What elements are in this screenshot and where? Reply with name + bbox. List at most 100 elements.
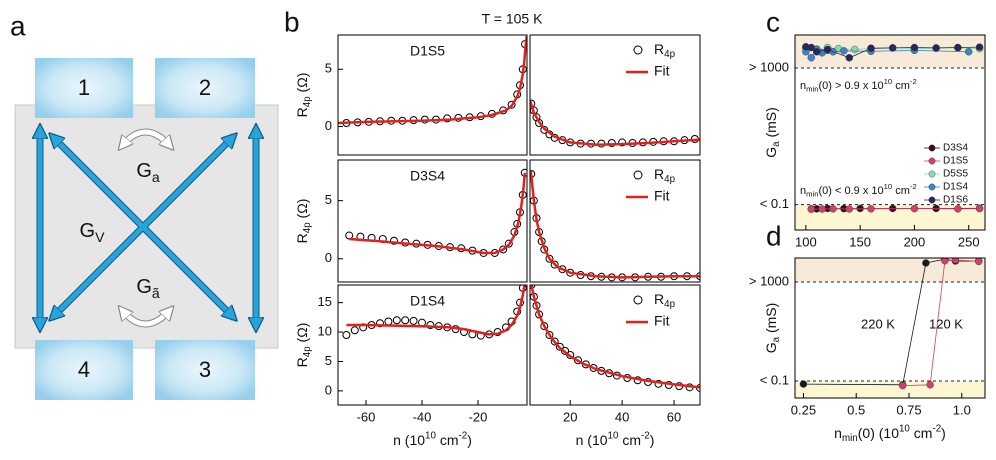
node-label: 4: [78, 357, 90, 382]
legend-marker: [633, 170, 643, 180]
text-part: 4p: [664, 299, 675, 310]
text-part: n (10: [393, 432, 425, 448]
legend-label: D1S6: [943, 195, 968, 206]
data-point: [807, 205, 815, 213]
annotation: nmin(0) < 0.9 x 1010 cm-2: [800, 182, 917, 198]
legend-label: D1S5: [943, 156, 968, 167]
text-part: cm: [618, 432, 641, 448]
y-tick-label: 0: [325, 118, 332, 133]
data-point: [499, 245, 508, 254]
series-line: [346, 285, 526, 336]
text-part: G: [136, 276, 152, 298]
annotation: nmin(0) > 0.9 x 1010 cm-2: [800, 77, 917, 93]
y-tick-label: 0: [325, 382, 332, 397]
axes-frame: [529, 284, 701, 406]
text-part: -2: [459, 430, 468, 441]
y-tick-label: 5: [325, 353, 332, 368]
text-part: min: [806, 189, 818, 198]
y-axis-label: Ga (mS): [763, 107, 782, 158]
y-tick-label: > 1000: [749, 273, 789, 288]
plot-area: [530, 169, 700, 282]
text-part: ã: [152, 285, 160, 301]
text-part: n: [834, 425, 842, 441]
chart-title: D1S5: [410, 43, 445, 59]
plot-area: [342, 285, 527, 340]
text-part: -2: [932, 423, 941, 434]
axes-frame: [337, 34, 528, 156]
contact: [35, 58, 133, 118]
axes-frame: [529, 34, 701, 156]
y-tick-label: < 0.1: [760, 372, 789, 387]
data-point: [975, 204, 984, 213]
data-point: [426, 321, 435, 329]
x-tick-label: 200: [904, 234, 926, 249]
y-tick-label: 0: [325, 250, 332, 265]
text-part: cm: [892, 185, 910, 197]
annotation: 220 K: [861, 316, 895, 331]
data-point: [504, 239, 513, 248]
x-tick-label: 250: [958, 234, 980, 249]
x-tick-label: 150: [849, 234, 871, 249]
data-point: [550, 260, 559, 269]
data-point: [926, 381, 934, 389]
data-point: [607, 139, 616, 147]
legend-marker: [928, 196, 936, 204]
legend-marker: [633, 45, 643, 55]
x-tick-label: 0.5: [847, 402, 865, 417]
data-point: [829, 205, 837, 213]
plot-area: [530, 99, 700, 148]
data-point: [954, 43, 962, 52]
plot-area: [338, 35, 527, 127]
data-point: [545, 254, 554, 263]
text-part: ): [467, 432, 472, 448]
figure-title: T = 105 K: [482, 11, 544, 27]
data-point: [922, 259, 930, 267]
text-part: R: [654, 291, 664, 307]
plot-area: [345, 168, 527, 257]
data-point: [856, 204, 864, 213]
x-tick-label: 40: [615, 409, 629, 424]
diagram: 1 2 4 3: [14, 58, 279, 400]
node-label: 1: [78, 75, 90, 100]
x-axis-label: n (1010 cm-2): [576, 430, 655, 447]
data-point: [813, 48, 821, 56]
legend-label: D5S5: [943, 169, 968, 180]
text-part: a: [771, 141, 782, 147]
axes-frame: [337, 284, 528, 406]
data-point: [409, 316, 418, 325]
text-part: (0) > 0.9 x 10: [819, 80, 884, 92]
text-part: ): [941, 425, 946, 441]
legend-marker: [928, 144, 936, 152]
shade-band: [795, 258, 985, 282]
data-point: [507, 100, 516, 109]
data-point: [384, 317, 393, 326]
data-point: [941, 258, 949, 265]
y-tick-label: 5: [325, 61, 332, 76]
data-point: [558, 265, 567, 274]
chart-title: D3S4: [410, 168, 445, 184]
legend-marker: [928, 183, 936, 191]
arrow: [52, 136, 234, 318]
data-point: [550, 337, 559, 346]
legend-label: Fit: [654, 313, 670, 329]
text-part: 4p: [664, 49, 675, 60]
legend-label: R4p: [654, 166, 676, 185]
text-part: n (10: [576, 432, 608, 448]
x-tick-label: 20: [563, 409, 577, 424]
plot-area: [802, 43, 984, 213]
legend-marker: [928, 170, 936, 178]
axes-frame: [337, 159, 528, 283]
text-part: a: [152, 169, 160, 185]
x-tick-label: 100: [795, 234, 817, 249]
text-part: 10: [899, 423, 910, 434]
text-part: (Ω): [294, 73, 310, 97]
text-part: R: [654, 166, 664, 182]
x-tick-label: 60: [667, 409, 681, 424]
contact: [35, 340, 133, 400]
text-part: -2: [641, 430, 650, 441]
series-line: [349, 172, 527, 255]
y-axis-label: R4p (Ω): [294, 199, 313, 244]
data-point: [910, 43, 919, 52]
text-part: R: [654, 41, 664, 57]
series-line: [530, 285, 700, 389]
